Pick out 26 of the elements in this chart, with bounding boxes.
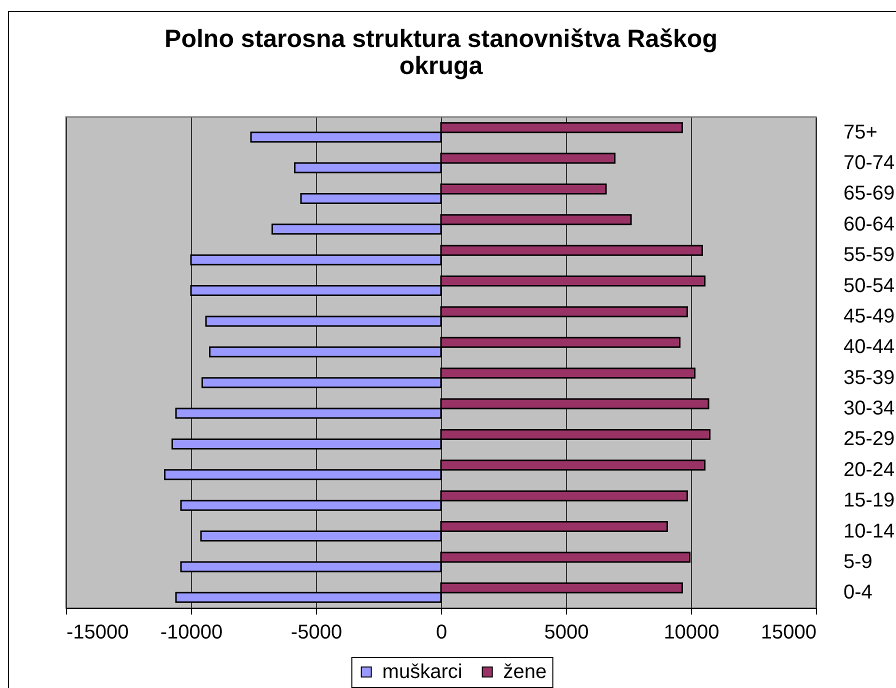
y-tick-label: 5-9	[844, 550, 872, 573]
x-tick-label: -10000	[160, 622, 223, 644]
y-tick-label: 55-59	[844, 244, 895, 266]
x-tick-label: -15000	[66, 622, 129, 644]
y-tick-label: 65-69	[844, 182, 895, 205]
y-tick-label: 45-49	[844, 305, 895, 328]
y-tick-label: 35-39	[844, 366, 895, 389]
y-tick-label: 60-64	[844, 213, 895, 236]
y-tick-label: 70-74	[844, 152, 895, 174]
x-tick-label: 15000	[760, 622, 816, 644]
y-tick-label: 30-34	[844, 398, 895, 420]
y-tick-label: 25-29	[844, 428, 895, 450]
y-tick-label: 50-54	[844, 274, 895, 297]
legend-label: muškarci	[382, 661, 462, 683]
x-tick-label: -5000	[290, 622, 342, 644]
x-tick-label: 10000	[664, 622, 720, 644]
y-tick-label: 10-14	[844, 520, 895, 542]
x-tick-label: 5000	[544, 622, 589, 644]
legend-label: žene	[503, 661, 547, 683]
y-tick-label: 75+	[844, 121, 878, 144]
chart-title: Polno starosna struktura stanovništva Raškog okruga	[164, 25, 718, 80]
y-tick-label: 15-19	[844, 490, 895, 512]
y-tick-label: 20-24	[844, 458, 895, 481]
x-tick-label: 0	[436, 622, 448, 644]
y-tick-label: 40-44	[844, 336, 895, 358]
y-tick-label: 0-4	[844, 582, 872, 604]
